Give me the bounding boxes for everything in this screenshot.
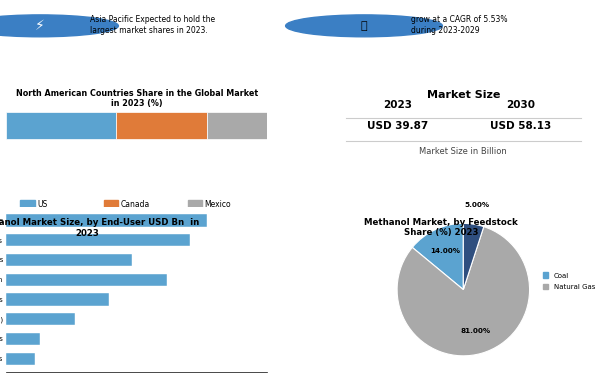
Bar	[6, 274, 167, 286]
Text: US: US	[37, 200, 47, 209]
Bar	[6, 353, 35, 365]
Text: USD 39.87: USD 39.87	[367, 120, 428, 131]
Circle shape	[0, 15, 118, 37]
Text: 2030: 2030	[506, 100, 535, 110]
Text: Mexico: Mexico	[205, 200, 231, 209]
Wedge shape	[397, 226, 530, 356]
Legend: Coal, Natural Gas: Coal, Natural Gas	[541, 271, 596, 291]
Bar	[6, 234, 190, 246]
Wedge shape	[412, 223, 463, 290]
Text: Canada: Canada	[121, 200, 150, 209]
Text: ⚡: ⚡	[35, 19, 45, 33]
Text: Methanol Market Size, by End-User USD Bn  in
2023: Methanol Market Size, by End-User USD Bn…	[0, 218, 200, 238]
Text: USD 58.13: USD 58.13	[490, 120, 551, 131]
Text: North American Countries Share in the Global Market
in 2023 (%): North American Countries Share in the Gl…	[16, 89, 258, 108]
Text: 2023: 2023	[383, 100, 413, 110]
Text: Methanol Market, by Feedstock
Share (%) 2023: Methanol Market, by Feedstock Share (%) …	[364, 218, 518, 238]
Bar	[116, 112, 207, 139]
Text: grow at a CAGR of 5.53%
during 2023-2029: grow at a CAGR of 5.53% during 2023-2029	[411, 16, 508, 35]
Circle shape	[286, 15, 442, 37]
Bar	[6, 214, 207, 226]
Bar	[6, 254, 133, 266]
Bar	[6, 112, 116, 139]
Wedge shape	[463, 223, 484, 290]
Bar	[104, 201, 118, 208]
Text: Asia Pacific Expected to hold the
largest market shares in 2023.: Asia Pacific Expected to hold the larges…	[89, 16, 215, 35]
Text: 5.00%: 5.00%	[464, 201, 490, 207]
Text: 14.00%: 14.00%	[430, 248, 460, 254]
Text: 81.00%: 81.00%	[460, 328, 490, 334]
Bar	[188, 201, 202, 208]
Bar	[6, 333, 40, 345]
Text: Market Size in Billion: Market Size in Billion	[419, 147, 507, 156]
Bar	[6, 293, 109, 306]
Text: Market Size: Market Size	[427, 90, 500, 100]
Bar	[20, 201, 35, 208]
Text: 🔥: 🔥	[361, 21, 367, 31]
Bar	[6, 313, 75, 325]
Bar	[207, 112, 268, 139]
